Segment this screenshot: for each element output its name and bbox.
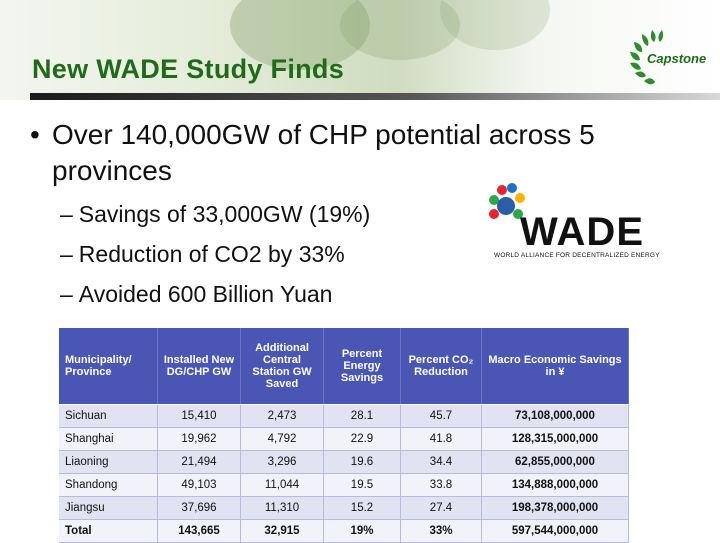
sub-bullet: – Reduction of CO2 by 33% <box>30 239 710 269</box>
table-cell: Shanghai <box>59 427 158 451</box>
table-total-row: Total 143,665 32,915 19% 33% 597,544,000… <box>59 519 629 543</box>
table-cell: 73,108,000,000 <box>481 404 629 428</box>
col-header-macro: Macro Economic Savings in ¥ <box>481 328 629 405</box>
leaf-decoration <box>340 0 460 60</box>
sub-bullet-text: Avoided 600 Billion Yuan <box>78 281 333 307</box>
study-table: Municipality/ Province Installed New DG/… <box>59 328 629 543</box>
col-header-installed: Installed New DG/CHP GW <box>157 328 241 405</box>
sub-bullet: – Avoided 600 Billion Yuan <box>30 279 710 309</box>
table-cell: 37,696 <box>157 496 241 520</box>
table-cell: 11,310 <box>240 496 324 520</box>
capstone-logo-icon <box>630 30 664 85</box>
table-cell: 198,378,000,000 <box>481 496 629 520</box>
leaf-decoration <box>230 0 370 70</box>
table-cell: 21,494 <box>157 450 241 474</box>
table-cell: Jiangsu <box>59 496 158 520</box>
table-cell: 19,962 <box>157 427 241 451</box>
sub-bullet: – Savings of 33,000GW (19%) <box>30 199 710 229</box>
title-underline <box>30 93 720 100</box>
leaf-decoration <box>440 0 550 50</box>
wade-logo-icon <box>489 183 525 219</box>
table-cell: 27.4 <box>400 496 482 520</box>
table-cell: 41.8 <box>400 427 482 451</box>
col-header-additional: Additional Central Station GW Saved <box>240 328 324 405</box>
bullet-dot: • <box>30 119 40 150</box>
col-header-province: Municipality/ Province <box>59 328 158 405</box>
table-cell: 19.6 <box>323 450 401 474</box>
table-cell: 33.8 <box>400 473 482 497</box>
sub-bullet-dash: – <box>60 241 73 267</box>
bullet-list: • Over 140,000GW of CHP potential across… <box>30 117 710 309</box>
col-header-co2: Percent CO₂ Reduction <box>400 328 482 405</box>
table-cell: 4,792 <box>240 427 324 451</box>
table-cell: 134,888,000,000 <box>481 473 629 497</box>
table-cell: Total <box>59 519 158 543</box>
table-cell: 143,665 <box>157 519 241 543</box>
table-row: Sichuan 15,410 2,473 28.1 45.7 73,108,00… <box>59 404 629 428</box>
table-cell: 49,103 <box>157 473 241 497</box>
table-row: Jiangsu 37,696 11,310 15.2 27.4 198,378,… <box>59 496 629 520</box>
capstone-brand-name: Capstone <box>647 51 707 66</box>
wade-logo-tagline: WORLD ALLIANCE FOR DECENTRALIZED ENERGY <box>494 252 660 259</box>
table-cell: 34.4 <box>400 450 482 474</box>
table-cell: 3,296 <box>240 450 324 474</box>
wade-logo-text: WADE <box>520 210 644 254</box>
slide-title: New WADE Study Finds <box>32 54 345 84</box>
table-cell: Shandong <box>59 473 158 497</box>
main-bullet-text: Over 140,000GW of CHP potential across 5… <box>52 119 595 186</box>
table-cell: 45.7 <box>400 404 482 428</box>
table-cell: 62,855,000,000 <box>481 450 629 474</box>
table-cell: 33% <box>400 519 482 543</box>
sub-bullet-text: Reduction of CO2 by 33% <box>78 241 345 267</box>
table-cell: 128,315,000,000 <box>481 427 629 451</box>
main-bullet: • Over 140,000GW of CHP potential across… <box>30 117 710 189</box>
table-cell: 32,915 <box>240 519 324 543</box>
table-cell: 22.9 <box>323 427 401 451</box>
sub-bullet-text: Savings of 33,000GW (19%) <box>78 201 371 227</box>
table-cell: 19.5 <box>323 473 401 497</box>
table-cell: 19% <box>323 519 401 543</box>
header-banner <box>0 0 720 100</box>
table-header-row: Municipality/ Province Installed New DG/… <box>59 328 629 405</box>
table-cell: 2,473 <box>240 404 324 428</box>
sub-bullet-dash: – <box>60 201 73 227</box>
table-row: Shandong 49,103 11,044 19.5 33.8 134,888… <box>59 473 629 497</box>
table-row: Liaoning 21,494 3,296 19.6 34.4 62,855,0… <box>59 450 629 474</box>
col-header-energy-savings: Percent Energy Savings <box>323 328 401 405</box>
table-cell: Sichuan <box>59 404 158 428</box>
table-cell: 15.2 <box>323 496 401 520</box>
table-cell: Liaoning <box>59 450 158 474</box>
sub-bullet-dash: – <box>60 281 73 307</box>
table-row: Shanghai 19,962 4,792 22.9 41.8 128,315,… <box>59 427 629 451</box>
table-cell: 597,544,000,000 <box>481 519 629 543</box>
table-cell: 28.1 <box>323 404 401 428</box>
table-cell: 15,410 <box>157 404 241 428</box>
table-cell: 11,044 <box>240 473 324 497</box>
